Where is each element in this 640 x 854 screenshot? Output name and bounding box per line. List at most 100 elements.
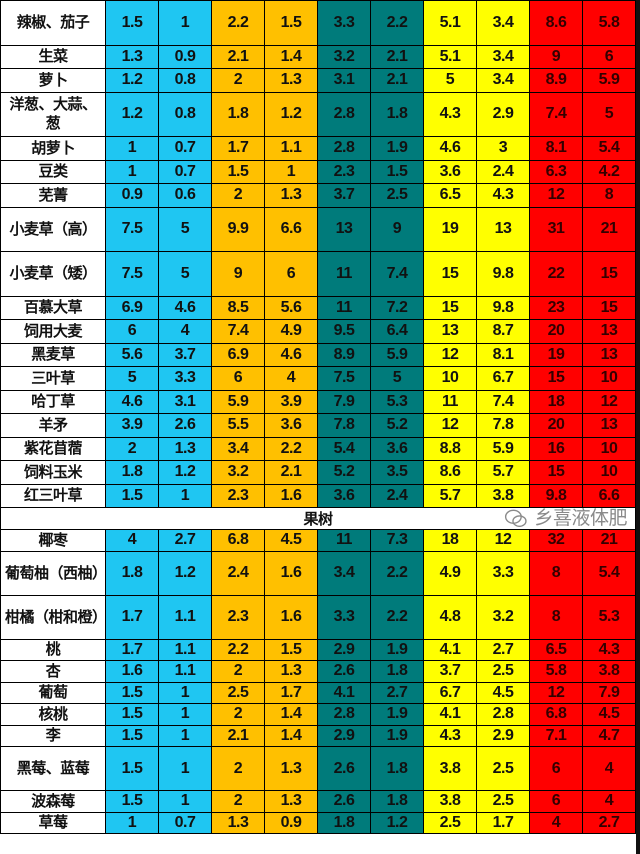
value-cell: 4.3 — [582, 638, 636, 661]
value-cell: 7.3 — [370, 529, 424, 552]
value-cell: 5.9 — [476, 436, 530, 461]
value-cell: 3.7 — [423, 660, 477, 683]
value-cell: 3.9 — [105, 413, 159, 438]
value-cell: 22 — [529, 251, 583, 297]
table-row: 波森莓 1.5 1 2 1.3 2.6 1.8 3.8 2.5 6 4 — [0, 790, 636, 813]
value-cell: 3.4 — [476, 68, 530, 93]
table-row: 小麦草（高） 7.5 5 9.9 6.6 13 9 19 13 31 21 — [0, 206, 636, 252]
value-cell: 8.6 — [423, 460, 477, 485]
value-cell: 4.3 — [423, 724, 477, 747]
table-row: 百慕大草 6.9 4.6 8.5 5.6 11 7.2 15 9.8 23 15 — [0, 295, 636, 320]
value-cell: 9 — [370, 206, 424, 252]
value-cell: 9.9 — [211, 206, 265, 252]
value-cell: 4.8 — [423, 594, 477, 640]
value-cell: 32 — [529, 529, 583, 552]
value-cell: 2.1 — [370, 44, 424, 69]
crop-name: 葡萄柚（西柚） — [0, 550, 107, 596]
value-cell: 12 — [529, 183, 583, 208]
value-cell: 5 — [582, 91, 636, 137]
value-cell: 21 — [582, 206, 636, 252]
value-cell: 3.1 — [158, 389, 212, 414]
value-cell: 5.3 — [582, 594, 636, 640]
value-cell: 13 — [317, 206, 371, 252]
value-cell: 13 — [423, 319, 477, 344]
value-cell: 1.8 — [105, 550, 159, 596]
value-cell: 13 — [582, 342, 636, 367]
value-cell: 3.8 — [423, 790, 477, 813]
crop-name: 紫花苜蓿 — [0, 436, 106, 461]
value-cell: 5.4 — [317, 436, 371, 461]
value-cell: 7.2 — [370, 295, 424, 320]
value-cell: 6.3 — [529, 159, 583, 184]
value-cell: 3.3 — [158, 366, 212, 391]
value-cell: 15 — [529, 366, 583, 391]
value-cell: 4.6 — [105, 389, 159, 414]
value-cell: 4 — [264, 366, 318, 391]
crop-name: 饲用大麦 — [0, 319, 106, 344]
value-cell: 8 — [529, 594, 583, 640]
value-cell: 4 — [158, 319, 212, 344]
value-cell: 4.7 — [582, 724, 636, 747]
value-cell: 4.5 — [264, 529, 318, 552]
value-cell: 5.9 — [582, 68, 636, 93]
value-cell: 16 — [529, 436, 583, 461]
table-row: 红三叶草 1.5 1 2.3 1.6 3.6 2.4 5.7 3.8 9.8 6.6 — [0, 483, 636, 508]
value-cell: 1 — [105, 136, 159, 161]
value-cell: 8.5 — [211, 295, 265, 320]
value-cell: 1.8 — [317, 811, 371, 834]
value-cell: 1 — [158, 746, 212, 791]
value-cell: 8.9 — [317, 342, 371, 367]
value-cell: 1.9 — [370, 136, 424, 161]
value-cell: 2.7 — [476, 638, 530, 661]
value-cell: 1.5 — [105, 790, 159, 813]
value-cell: 1.4 — [264, 724, 318, 747]
value-cell: 11 — [423, 389, 477, 414]
table-row: 紫花苜蓿 2 1.3 3.4 2.2 5.4 3.6 8.8 5.9 16 10 — [0, 436, 636, 461]
value-cell: 3.4 — [476, 44, 530, 69]
value-cell: 1.5 — [105, 483, 159, 508]
value-cell: 1.6 — [264, 550, 318, 596]
value-cell: 5.8 — [529, 660, 583, 683]
crop-name: 三叶草 — [0, 366, 106, 391]
value-cell: 2.1 — [211, 724, 265, 747]
value-cell: 2.4 — [370, 483, 424, 508]
value-cell: 5 — [105, 366, 159, 391]
table-row: 葡萄 1.5 1 2.5 1.7 4.1 2.7 6.7 4.5 12 7.9 — [0, 681, 636, 704]
value-cell: 11 — [317, 251, 371, 297]
value-cell: 4.5 — [582, 703, 636, 726]
crop-name: 羊矛 — [0, 413, 106, 438]
value-cell: 2.4 — [211, 550, 265, 596]
value-cell: 1.4 — [264, 703, 318, 726]
value-cell: 4.3 — [423, 91, 477, 137]
value-cell: 6.5 — [529, 638, 583, 661]
value-cell: 20 — [529, 319, 583, 344]
table-row: 李 1.5 1 2.1 1.4 2.9 1.9 4.3 2.9 7.1 4.7 — [0, 724, 636, 747]
table-row: 柑橘（柑和橙） 1.7 1.1 2.3 1.6 3.3 2.2 4.8 3.2 8 5.3 — [0, 594, 636, 640]
watermark: 乡喜液体肥 — [504, 508, 627, 529]
value-cell: 6 — [105, 319, 159, 344]
value-cell: 7.8 — [317, 413, 371, 438]
value-cell: 2.1 — [264, 460, 318, 485]
value-cell: 5 — [423, 68, 477, 93]
table-row: 黑莓、蓝莓 1.5 1 2 1.3 2.6 1.8 3.8 2.5 6 4 — [0, 746, 636, 791]
table-row: 辣椒、茄子 1.5 1 2.2 1.5 3.3 2.2 5.1 3.4 8.6 5.8 — [0, 0, 636, 46]
value-cell: 2.9 — [317, 724, 371, 747]
value-cell: 0.9 — [105, 183, 159, 208]
value-cell: 1.3 — [264, 660, 318, 683]
crop-name: 哈丁草 — [0, 389, 106, 414]
value-cell: 3.2 — [317, 44, 371, 69]
value-cell: 1 — [158, 681, 212, 704]
value-cell: 2.2 — [370, 0, 424, 46]
value-cell: 8.7 — [476, 319, 530, 344]
value-cell: 1.5 — [105, 746, 159, 791]
value-cell: 1.5 — [105, 681, 159, 704]
value-cell: 5.5 — [211, 413, 265, 438]
value-cell: 1.6 — [105, 660, 159, 683]
value-cell: 1.8 — [211, 91, 265, 137]
value-cell: 5.4 — [582, 136, 636, 161]
value-cell: 7.9 — [317, 389, 371, 414]
value-cell: 2 — [211, 660, 265, 683]
value-cell: 4.6 — [158, 295, 212, 320]
value-cell: 1 — [264, 159, 318, 184]
value-cell: 2.6 — [158, 413, 212, 438]
